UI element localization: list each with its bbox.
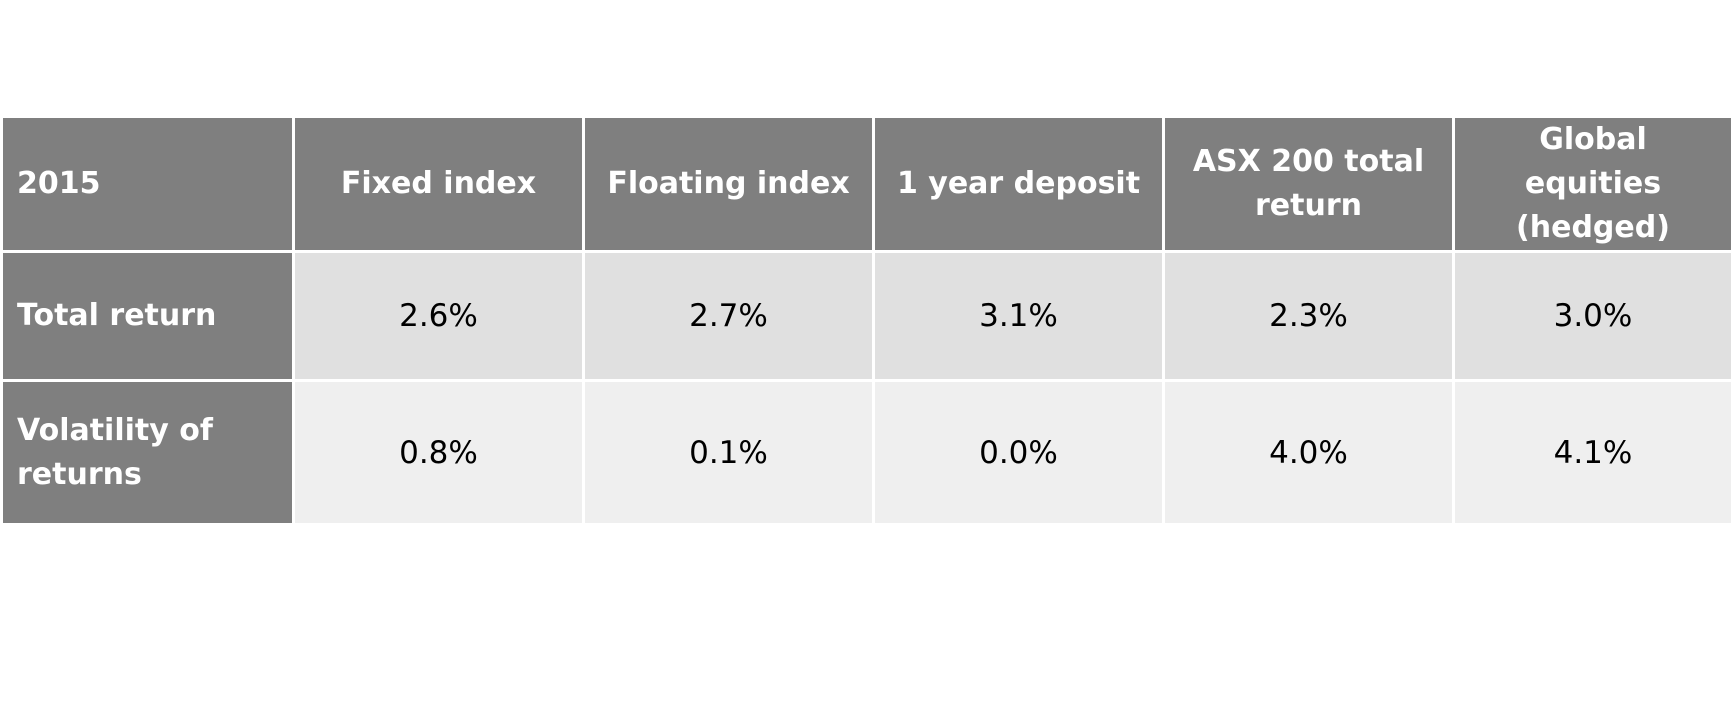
table-cell: 2.6% [295, 253, 582, 379]
table-corner-year: 2015 [3, 118, 292, 250]
table-cell: 4.1% [1455, 382, 1731, 523]
table-cell: 2.7% [585, 253, 872, 379]
table-cell: 3.0% [1455, 253, 1731, 379]
table-row-total-return: Total return 2.6% 2.7% 3.1% 2.3% 3.0% [3, 253, 1731, 379]
returns-table-container: 2015 Fixed index Floating index 1 year d… [0, 115, 1731, 526]
row-label-volatility: Volatility of returns [3, 382, 292, 523]
table-cell: 0.8% [295, 382, 582, 523]
table-cell: 2.3% [1165, 253, 1452, 379]
column-header-global-equities: Global equities (hedged) [1455, 118, 1731, 250]
returns-table: 2015 Fixed index Floating index 1 year d… [0, 115, 1731, 526]
column-header-floating-index: Floating index [585, 118, 872, 250]
column-header-asx-200: ASX 200 total return [1165, 118, 1452, 250]
column-header-1-year-deposit: 1 year deposit [875, 118, 1162, 250]
table-cell: 0.0% [875, 382, 1162, 523]
row-label-total-return: Total return [3, 253, 292, 379]
table-cell: 3.1% [875, 253, 1162, 379]
table-cell: 0.1% [585, 382, 872, 523]
column-header-fixed-index: Fixed index [295, 118, 582, 250]
table-cell: 4.0% [1165, 382, 1452, 523]
table-header-row: 2015 Fixed index Floating index 1 year d… [3, 118, 1731, 250]
table-row-volatility: Volatility of returns 0.8% 0.1% 0.0% 4.0… [3, 382, 1731, 523]
